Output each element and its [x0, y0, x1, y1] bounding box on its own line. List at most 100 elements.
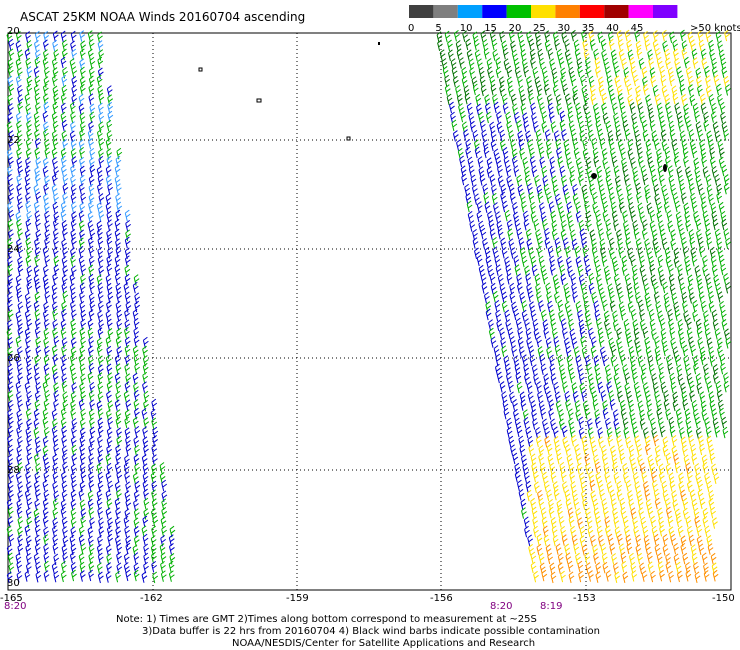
wind-barb [610, 354, 617, 367]
wind-barb [565, 246, 571, 258]
wind-barb [518, 237, 525, 249]
wind-barb [79, 146, 85, 159]
wind-barb [51, 292, 58, 304]
wind-barb [444, 74, 451, 87]
wind-barb [548, 408, 555, 420]
wind-barb [78, 398, 85, 411]
wind-barb [114, 481, 121, 493]
wind-barb [696, 84, 703, 97]
islands [198, 42, 667, 179]
wind-barb [571, 337, 578, 349]
wind-barb [549, 166, 556, 178]
wind-barb [491, 184, 497, 196]
wind-barb [680, 192, 687, 204]
wind-barb [70, 499, 77, 511]
wind-barb [591, 246, 598, 258]
wind-barb [51, 344, 58, 357]
wind-barb [677, 525, 684, 538]
wind-barb [591, 291, 597, 304]
wind-barb [650, 274, 657, 287]
wind-barb [34, 92, 41, 105]
wind-barb [489, 228, 496, 240]
wind-barb [581, 489, 587, 502]
wind-barb [522, 112, 529, 124]
wind-barb [495, 211, 501, 223]
wind-barb [87, 48, 94, 61]
wind-barb [592, 147, 599, 159]
wind-barb [451, 66, 458, 79]
wind-barb [505, 264, 512, 276]
wind-barb [677, 120, 684, 132]
wind-barb [115, 507, 121, 519]
wind-barb [562, 83, 569, 96]
wind-barb [701, 155, 707, 168]
wind-barb [98, 517, 104, 529]
wind-barb [478, 111, 484, 124]
wind-barb [717, 246, 723, 258]
wind-barb [517, 326, 524, 339]
legend-label: 40 [606, 23, 619, 34]
legend-label: 30 [557, 23, 570, 34]
wind-barb [621, 560, 628, 573]
wind-barb [545, 138, 552, 151]
wind-barb [587, 525, 594, 538]
wind-barb [7, 112, 14, 124]
wind-barb [617, 345, 624, 358]
wind-barb [537, 390, 543, 403]
wind-barb [511, 155, 518, 168]
wind-barb [16, 138, 23, 151]
wind-barb [62, 265, 69, 277]
wind-barb [561, 175, 567, 187]
wind-barb [721, 416, 727, 429]
wind-barb [88, 84, 95, 96]
wind-barb [548, 111, 555, 123]
wind-barb [62, 461, 68, 474]
wind-barb [526, 489, 533, 502]
wind-barb [536, 335, 542, 348]
wind-barb [459, 155, 465, 168]
wind-barb [637, 552, 643, 565]
legend-label: 20 [509, 23, 522, 34]
wind-barb [16, 506, 23, 519]
wind-barb [15, 471, 22, 484]
wind-barb [106, 318, 113, 331]
wind-barb [548, 399, 555, 411]
wind-barb [143, 390, 150, 403]
wind-barb [575, 355, 582, 367]
wind-barb [635, 238, 642, 250]
wind-barb [689, 390, 695, 402]
wind-barb [7, 416, 14, 429]
wind-speed-legend: 0 5 10 15 20 25 30 35 40 45 >50 knots [408, 5, 740, 34]
wind-barb [605, 273, 611, 285]
wind-barb [61, 255, 68, 268]
wind-barb [15, 380, 22, 393]
wind-barb [609, 543, 616, 555]
wind-barb [674, 461, 681, 474]
wind-barb [7, 408, 13, 421]
wind-barb [669, 128, 676, 141]
wind-barb [87, 129, 94, 141]
wind-barb [79, 301, 86, 313]
wind-barb [589, 479, 596, 492]
wind-barb [700, 300, 707, 313]
wind-barb [677, 328, 684, 340]
wind-barb [88, 137, 94, 150]
wind-barb [629, 454, 635, 466]
wind-barb [492, 236, 498, 249]
wind-barb [160, 516, 167, 528]
wind-barb [685, 569, 692, 582]
wind-barb [628, 399, 634, 412]
wind-barb [692, 57, 699, 69]
wind-barb [501, 300, 508, 313]
wind-barb [659, 174, 665, 186]
wind-barb [43, 318, 50, 331]
wind-barb [689, 139, 696, 151]
wind-barb [539, 462, 546, 475]
wind-barb [569, 328, 576, 340]
wind-barb [694, 515, 701, 528]
wind-barb [105, 138, 112, 150]
wind-barb [42, 453, 49, 465]
wind-barb [633, 525, 639, 538]
wind-barb [653, 291, 660, 303]
wind-barb [7, 372, 14, 384]
